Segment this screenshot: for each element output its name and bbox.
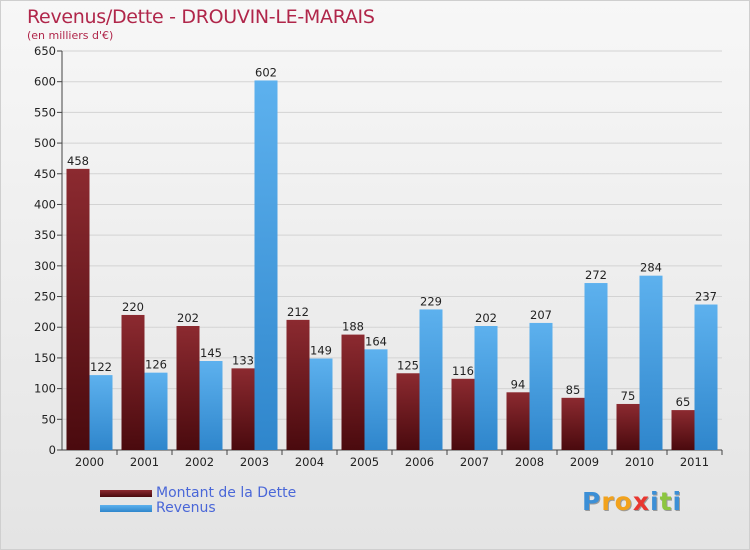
data-label-dette: 75	[621, 389, 636, 403]
bar-revenus	[474, 326, 498, 450]
bar-dette	[176, 326, 200, 450]
legend-label-revenus: Revenus	[156, 500, 216, 516]
data-label-dette: 188	[342, 320, 364, 334]
x-tick-label: 2008	[515, 455, 544, 469]
data-label-revenus: 202	[475, 311, 497, 325]
x-tick-label: 2004	[295, 455, 324, 469]
y-tick-label: 350	[34, 228, 56, 242]
data-label-revenus: 122	[90, 360, 112, 374]
data-label-revenus: 602	[255, 65, 277, 79]
bar-dette	[616, 403, 640, 450]
legend-swatch-dette	[100, 490, 152, 497]
x-tick-label: 2003	[240, 455, 269, 469]
y-tick-label: 550	[34, 105, 56, 119]
data-label-dette: 85	[566, 383, 581, 397]
logo-letter: i	[672, 487, 683, 516]
y-tick-label: 100	[34, 382, 56, 396]
bar-dette	[341, 334, 365, 450]
bar-dette	[506, 392, 530, 450]
bar-revenus	[144, 372, 168, 450]
legend-label-dette: Montant de la Dette	[156, 485, 297, 501]
y-tick-label: 200	[34, 320, 56, 334]
data-label-dette: 65	[676, 395, 691, 409]
data-label-revenus: 126	[145, 358, 167, 372]
chart-title: Revenus/Dette - DROUVIN-LE-MARAIS	[27, 6, 375, 28]
legend-swatch-revenus	[100, 505, 152, 512]
logo-letter: P	[582, 487, 602, 516]
y-tick-label: 0	[49, 443, 56, 457]
bar-dette	[286, 319, 310, 450]
bar-dette	[671, 410, 695, 450]
x-tick-label: 2005	[350, 455, 379, 469]
y-tick-label: 450	[34, 167, 56, 181]
data-label-dette: 133	[232, 353, 254, 367]
bar-revenus	[694, 304, 718, 450]
x-tick-label: 2006	[405, 455, 434, 469]
data-label-dette: 220	[122, 300, 144, 314]
bar-revenus	[584, 283, 608, 450]
proxiti-logo: Proxiti	[582, 487, 682, 516]
x-tick-label: 2000	[75, 455, 104, 469]
chart-unit-subtitle: (en milliers d'€)	[27, 29, 114, 42]
x-tick-label: 2007	[460, 455, 489, 469]
logo-letter: o	[614, 487, 633, 516]
x-tick-label: 2010	[625, 455, 654, 469]
bar-dette	[561, 397, 585, 450]
logo-letter: i	[650, 487, 660, 516]
data-label-revenus: 207	[530, 308, 552, 322]
grid-lines	[57, 50, 722, 451]
bar-revenus	[364, 349, 388, 450]
data-label-dette: 94	[511, 377, 526, 391]
x-axis: 2000 2001 2002 2003 2004 2005 2006 2007 2008 2009…	[75, 450, 723, 469]
bar-revenus	[529, 322, 553, 450]
data-label-revenus: 164	[365, 334, 387, 348]
bar-dette	[231, 368, 255, 450]
y-tick-label: 650	[34, 44, 56, 58]
bar-revenus	[639, 275, 663, 450]
data-label-revenus: 272	[585, 268, 607, 282]
y-tick-label: 400	[34, 197, 56, 211]
logo-letter: r	[601, 487, 615, 516]
x-tick-label: 2001	[130, 455, 159, 469]
y-tick-label: 250	[34, 290, 56, 304]
logo-letter: t	[659, 487, 673, 516]
data-label-revenus: 284	[640, 261, 662, 275]
y-axis: 0 50 100 150 200 250 300 350 400 450 500 550 600 650	[34, 44, 56, 457]
bar-revenus	[419, 309, 443, 450]
x-tick-label: 2009	[570, 455, 599, 469]
bar-revenus	[254, 80, 278, 451]
bar-dette	[121, 314, 145, 450]
logo-letter: x	[632, 487, 650, 516]
data-label-revenus: 229	[420, 294, 442, 308]
y-tick-label: 300	[34, 259, 56, 273]
data-label-dette: 458	[67, 154, 89, 168]
bar-dette	[451, 378, 475, 450]
y-tick-label: 600	[34, 75, 56, 89]
bar-chart: 050100150200250300350400450500550600650 …	[34, 44, 723, 469]
bar-revenus	[199, 360, 223, 450]
bar-dette	[396, 373, 420, 450]
data-label-revenus: 237	[695, 290, 717, 304]
x-tick-label: 2011	[680, 455, 709, 469]
y-tick-label: 150	[34, 351, 56, 365]
bar-revenus	[89, 375, 113, 450]
data-label-dette: 116	[452, 364, 474, 378]
y-tick-label: 50	[41, 412, 56, 426]
bar-revenus	[309, 358, 333, 450]
x-tick-label: 2002	[185, 455, 214, 469]
y-tick-label: 500	[34, 136, 56, 150]
bar-dette	[66, 168, 90, 450]
data-label-dette: 212	[287, 305, 309, 319]
data-label-dette: 202	[177, 311, 199, 325]
data-label-dette: 125	[397, 358, 419, 372]
data-label-revenus: 145	[200, 346, 222, 360]
data-label-revenus: 149	[310, 344, 332, 358]
